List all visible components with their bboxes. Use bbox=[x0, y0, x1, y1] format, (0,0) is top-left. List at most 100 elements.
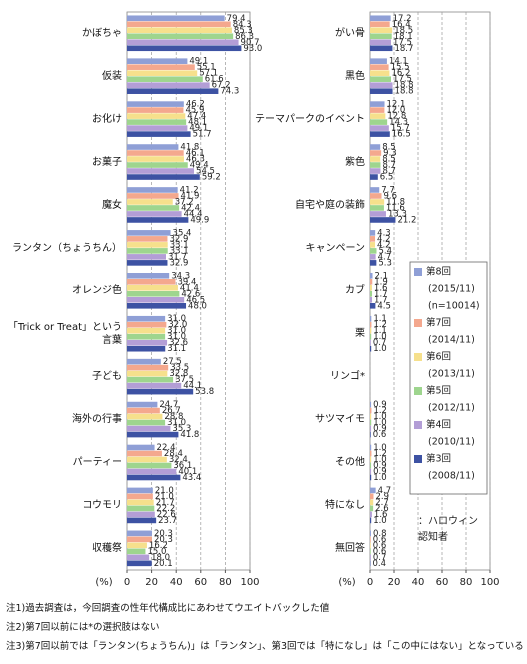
bar bbox=[127, 64, 195, 70]
bar bbox=[127, 113, 186, 119]
x-tick-label: 40 bbox=[412, 577, 425, 588]
data-label: 32.6 bbox=[169, 338, 188, 348]
bar bbox=[370, 113, 386, 119]
data-label: 21.0 bbox=[155, 486, 174, 496]
legend-swatch bbox=[414, 319, 422, 327]
bar bbox=[127, 45, 242, 52]
data-label: 1.0 bbox=[373, 443, 387, 453]
bar bbox=[370, 327, 372, 334]
data-label: 21.0 bbox=[155, 492, 174, 502]
data-label: 32.8 bbox=[169, 369, 188, 379]
bar bbox=[370, 273, 373, 279]
bar bbox=[370, 339, 371, 346]
unit-label: (%) bbox=[95, 577, 112, 588]
data-label: 1.0 bbox=[373, 473, 387, 483]
category-label: カブ bbox=[345, 285, 365, 297]
bar bbox=[127, 273, 170, 279]
bar bbox=[370, 64, 389, 70]
data-label: 18.0 bbox=[151, 553, 170, 563]
data-label: 41.9 bbox=[181, 191, 200, 201]
category-label: コウモリ bbox=[82, 500, 122, 512]
data-label: 54.5 bbox=[196, 167, 215, 177]
data-label: 31.0 bbox=[167, 326, 186, 336]
category-label: 無回答 bbox=[335, 543, 365, 555]
legend-period: (2008/11) bbox=[428, 471, 475, 482]
bar bbox=[127, 413, 163, 420]
data-label: 0.9 bbox=[373, 400, 387, 410]
data-label: 4.7 bbox=[378, 486, 392, 496]
data-label: 45.9 bbox=[185, 106, 204, 116]
data-label: 0.7 bbox=[373, 553, 387, 563]
data-label: 49.9 bbox=[190, 215, 209, 225]
legend-sample: (n=10014) bbox=[428, 301, 480, 312]
legend-swatch bbox=[414, 268, 422, 276]
category-label: 子ども bbox=[92, 371, 122, 383]
legend-period: (2013/11) bbox=[428, 369, 475, 380]
bar bbox=[127, 21, 231, 28]
bar bbox=[370, 131, 390, 137]
data-label: 79.4 bbox=[227, 14, 246, 24]
bar bbox=[127, 468, 177, 475]
bar bbox=[370, 303, 376, 309]
bar bbox=[370, 39, 391, 46]
bar bbox=[370, 125, 389, 131]
data-label: 16.5 bbox=[392, 130, 411, 140]
bar bbox=[127, 119, 187, 125]
category-label: テーマパークのイベント bbox=[255, 113, 365, 125]
legend-label: 第5回 bbox=[426, 385, 451, 397]
bar bbox=[127, 291, 180, 297]
data-label: 16.2 bbox=[391, 69, 410, 79]
bar bbox=[127, 382, 182, 389]
footnote: 注3)第7回以前では「ランタン(ちょうちん)」は「ランタン」、第3回では「特にな… bbox=[6, 641, 524, 652]
bar bbox=[127, 156, 184, 162]
data-label: 41.2 bbox=[180, 185, 199, 195]
data-label: 1.1 bbox=[373, 326, 387, 336]
data-label: 22.6 bbox=[157, 510, 176, 520]
bar bbox=[370, 536, 371, 543]
data-label: 15.0 bbox=[147, 547, 166, 557]
bar bbox=[127, 339, 168, 346]
bar bbox=[370, 45, 393, 52]
data-label: 93.0 bbox=[243, 44, 262, 54]
data-label: 57.1 bbox=[199, 69, 218, 79]
data-label: 6.5 bbox=[380, 173, 394, 183]
bar bbox=[370, 333, 372, 340]
bar bbox=[370, 193, 382, 199]
legend-swatch bbox=[414, 455, 422, 463]
bar bbox=[370, 511, 372, 518]
bar bbox=[127, 548, 146, 555]
bar bbox=[370, 27, 393, 34]
data-label: 24.7 bbox=[159, 400, 178, 410]
data-label: 46.3 bbox=[186, 155, 205, 165]
bar bbox=[370, 407, 372, 414]
category-label: ランタン（ちょうちん） bbox=[12, 242, 122, 254]
bar bbox=[370, 70, 390, 76]
footnote: 注2)第7回以前には*の選択肢はない bbox=[6, 622, 160, 633]
category-label: 収穫祭 bbox=[92, 543, 122, 555]
data-label: 12.1 bbox=[387, 100, 406, 110]
bar bbox=[370, 15, 391, 22]
bar bbox=[370, 199, 385, 205]
category-label: 仮装 bbox=[102, 70, 122, 82]
bar bbox=[127, 144, 179, 150]
data-label: 37.2 bbox=[175, 197, 194, 207]
category-label: 「Trick or Treat」という言葉 bbox=[7, 321, 122, 346]
data-label: 53.8 bbox=[195, 387, 214, 397]
data-label: 55.1 bbox=[197, 63, 216, 73]
bar bbox=[127, 370, 168, 377]
data-label: 33.1 bbox=[170, 240, 189, 250]
bar bbox=[127, 493, 153, 500]
bar bbox=[370, 468, 372, 475]
data-label: 42.6 bbox=[181, 289, 200, 299]
data-label: 1.2 bbox=[373, 449, 387, 459]
data-label: 32.9 bbox=[169, 258, 188, 268]
bar bbox=[370, 217, 396, 223]
category-label: 自宅や庭の装飾 bbox=[295, 199, 365, 211]
category-label: オレンジ色 bbox=[72, 285, 122, 297]
bar bbox=[370, 413, 372, 420]
bar bbox=[127, 187, 178, 193]
data-label: 31.1 bbox=[167, 344, 186, 354]
bar bbox=[127, 431, 179, 438]
data-label: 4.7 bbox=[378, 252, 392, 262]
